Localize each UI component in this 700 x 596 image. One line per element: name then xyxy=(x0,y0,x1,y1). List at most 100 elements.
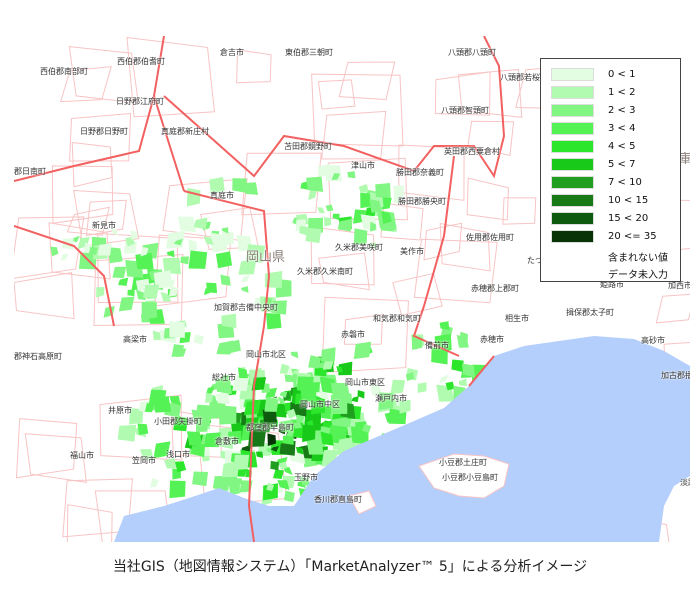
region-patch xyxy=(286,430,295,437)
region-patch xyxy=(193,334,204,345)
region-patch xyxy=(245,244,266,263)
municipal-border xyxy=(14,216,85,279)
municipal-border xyxy=(66,504,113,542)
municipal-border xyxy=(413,238,498,304)
place-label: 岡山市東区 xyxy=(345,378,385,387)
municipal-border xyxy=(398,144,465,201)
place-label: 備前市 xyxy=(425,341,449,350)
municipal-border xyxy=(59,66,112,103)
region-patch xyxy=(330,394,348,415)
region-patch xyxy=(160,291,171,302)
legend-item: 0 < 1 xyxy=(551,67,635,81)
place-label: 加賀郡吉備中央町 xyxy=(214,303,278,312)
region-patch xyxy=(439,321,450,331)
region-patch xyxy=(273,469,284,479)
region-patch xyxy=(336,365,343,373)
region-patch xyxy=(137,423,149,435)
region-patch xyxy=(264,396,279,412)
region-patch xyxy=(306,439,324,455)
region-patch xyxy=(279,419,295,434)
region-patch xyxy=(84,242,91,254)
region-patch xyxy=(241,286,249,293)
place-label: 日野郡日野町 xyxy=(80,127,128,136)
region-patch xyxy=(203,287,212,295)
region-patch xyxy=(360,192,373,209)
region-patch xyxy=(97,243,112,256)
region-patch xyxy=(277,480,290,490)
prefecture-border xyxy=(14,225,115,327)
region-patch xyxy=(417,382,427,393)
region-patch xyxy=(186,188,201,207)
region-patch xyxy=(405,371,415,381)
municipal-border xyxy=(321,296,409,373)
municipal-border xyxy=(327,157,408,221)
municipal-border xyxy=(311,73,404,147)
naoshima-island xyxy=(348,490,377,515)
choropleth-map[interactable]: 西伯郡伯耆町 倉吉市 東伯郡三朝町 八頭郡八頭町 西伯郡南部町 八頭郡若桜町 日野郡江府町八… xyxy=(14,36,690,542)
region-patch xyxy=(295,414,305,424)
place-label: 郡日南町 xyxy=(14,167,46,176)
legend-swatch xyxy=(551,193,594,207)
region-patch xyxy=(196,412,212,427)
region-patch xyxy=(278,461,288,470)
place-label: 真庭市 xyxy=(210,191,234,200)
region-patch xyxy=(438,374,449,383)
region-patch xyxy=(129,408,144,425)
region-patch xyxy=(135,252,154,270)
region-patch xyxy=(362,423,372,433)
region-patch xyxy=(270,446,280,452)
region-patch xyxy=(163,457,178,469)
region-patch xyxy=(167,250,175,258)
municipal-border xyxy=(439,222,491,272)
region-patch xyxy=(358,183,369,193)
municipal-border xyxy=(66,206,110,236)
region-patch xyxy=(353,341,372,359)
region-patch xyxy=(306,419,314,426)
region-patch xyxy=(215,392,230,405)
region-patch xyxy=(279,363,290,374)
municipal-border xyxy=(73,189,140,247)
region-patch xyxy=(462,363,475,378)
place-label: 総社市 xyxy=(212,373,236,382)
region-patch xyxy=(324,217,332,227)
municipal-border xyxy=(317,79,356,110)
place-label: 倉吉市 xyxy=(220,48,244,57)
legend-item: 1 < 2 xyxy=(551,85,635,99)
region-patch xyxy=(173,238,183,246)
place-label: 八頭郡若桜町 xyxy=(500,73,548,82)
municipal-border xyxy=(310,226,375,286)
region-patch xyxy=(140,449,154,461)
place-label: 久米郡久米南町 xyxy=(297,267,353,276)
place-label: 英田郡西粟倉村 xyxy=(444,147,500,156)
region-patch xyxy=(232,178,247,193)
legend-label: 15 < 20 xyxy=(608,212,649,224)
legend-item: 20 <= 35 xyxy=(551,229,657,243)
region-patch xyxy=(204,392,214,403)
region-patch xyxy=(153,441,171,459)
region-patch xyxy=(292,421,303,429)
prefecture-border xyxy=(163,36,506,179)
region-patch xyxy=(384,411,396,423)
region-patch xyxy=(180,256,189,265)
prefecture-border xyxy=(412,155,460,357)
municipal-border xyxy=(15,418,78,479)
region-patch xyxy=(353,228,368,245)
place-label: 東伯郡三朝町 xyxy=(285,48,333,57)
region-patch xyxy=(321,347,336,362)
place-label: 津山市 xyxy=(351,161,375,170)
municipal-border xyxy=(241,152,322,216)
region-patch xyxy=(169,321,185,338)
municipal-border xyxy=(434,71,491,116)
place-label: 倉敷市 xyxy=(215,437,239,446)
region-patch xyxy=(258,419,272,433)
legend-item: 7 < 10 xyxy=(551,175,642,189)
place-label: 西伯郡南部町 xyxy=(40,67,88,76)
legend-label: 7 < 10 xyxy=(608,176,642,188)
place-label: 笠岡市 xyxy=(132,456,156,465)
prefecture-border xyxy=(183,190,271,542)
region-patch xyxy=(232,374,250,392)
legend-swatch xyxy=(551,157,594,171)
region-patch xyxy=(295,446,304,455)
region-patch xyxy=(331,173,341,180)
region-patch xyxy=(270,460,279,471)
